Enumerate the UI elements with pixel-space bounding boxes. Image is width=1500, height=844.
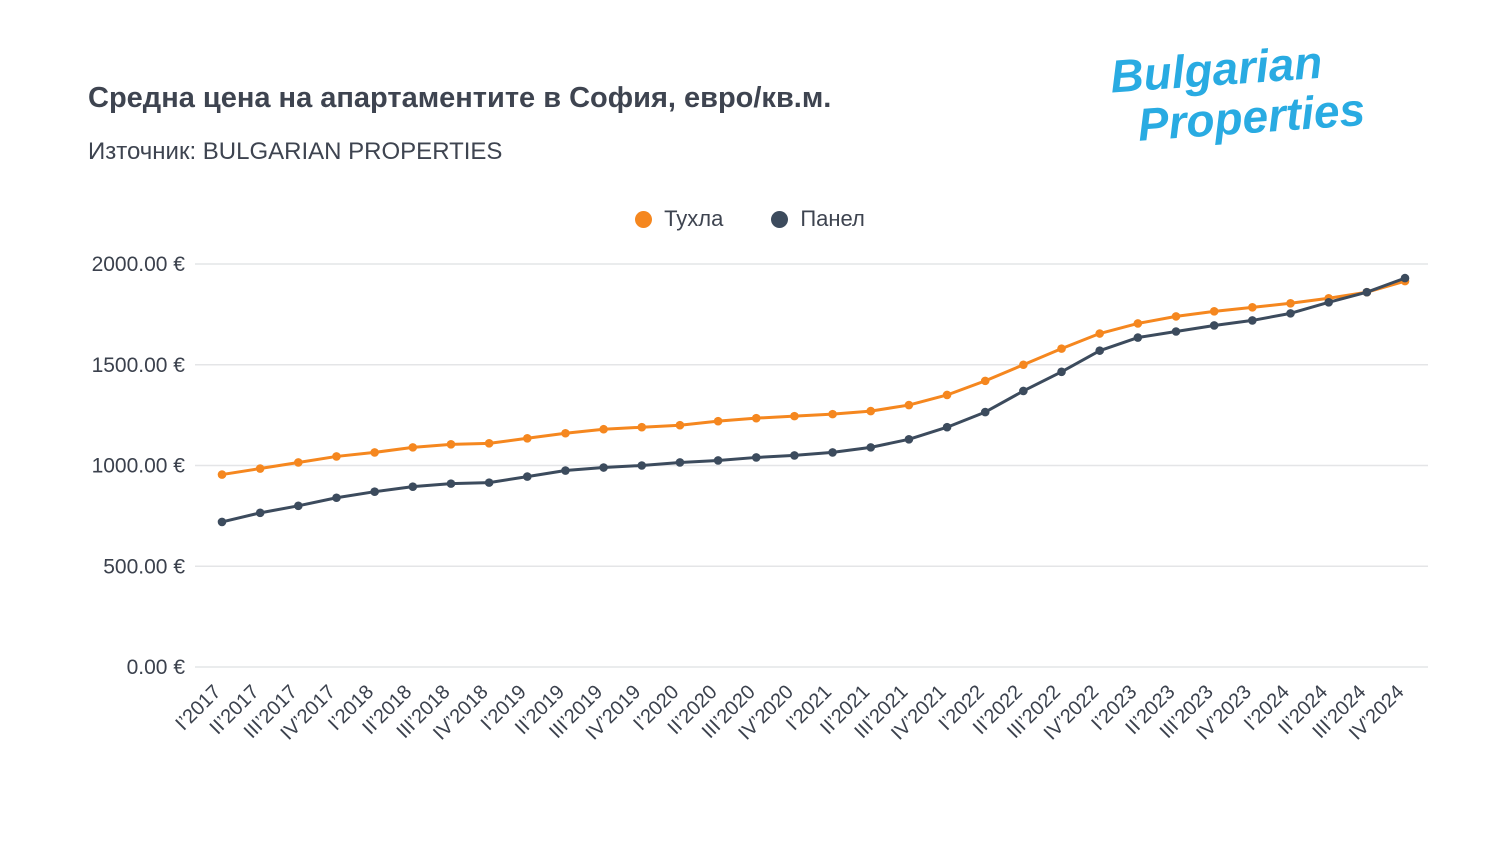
legend-dot-panel xyxy=(771,210,789,228)
data-point xyxy=(980,376,990,386)
legend-dot-tuhla xyxy=(635,210,653,228)
bulgarian-properties-logo: Bulgarian Properties xyxy=(1105,32,1370,154)
data-point xyxy=(599,463,608,472)
data-point xyxy=(1248,303,1257,312)
data-point xyxy=(370,448,379,457)
data-point xyxy=(1400,273,1410,283)
data-point xyxy=(828,448,837,457)
data-point xyxy=(1019,360,1028,370)
data-point xyxy=(484,478,494,487)
data-point xyxy=(751,413,761,423)
data-point xyxy=(637,461,647,470)
y-tick-label: 2000.00 € xyxy=(92,253,186,276)
data-point xyxy=(675,458,685,467)
legend-item-panel: Панел xyxy=(771,206,865,232)
data-point xyxy=(751,453,761,462)
data-point xyxy=(332,493,341,503)
data-point xyxy=(255,464,265,473)
series-line-Тухла xyxy=(220,279,1407,477)
y-tick-label: 0.00 € xyxy=(127,656,186,679)
series-line-Панел xyxy=(220,276,1407,524)
data-point xyxy=(1248,316,1257,325)
data-point xyxy=(828,409,837,419)
data-point xyxy=(446,440,456,449)
data-point xyxy=(1133,319,1143,328)
data-point xyxy=(980,407,990,417)
legend-label-tuhla: Тухла xyxy=(664,206,724,231)
data-point xyxy=(332,452,341,461)
data-point xyxy=(866,406,876,416)
data-point xyxy=(255,508,265,518)
data-point xyxy=(408,443,418,452)
data-point xyxy=(1209,307,1219,316)
data-point xyxy=(370,487,379,496)
data-point xyxy=(446,479,456,488)
data-point xyxy=(904,400,914,410)
legend-item-tuhla: Тухла xyxy=(635,206,723,232)
data-point xyxy=(675,420,685,430)
data-point xyxy=(637,422,647,432)
y-tick-label: 1500.00 € xyxy=(92,354,186,377)
source-label: Източник: BULGARIAN PROPERTIES xyxy=(88,138,503,165)
data-point xyxy=(790,411,799,421)
data-point xyxy=(1133,333,1143,342)
data-point xyxy=(294,458,303,467)
y-tick-label: 1000.00 € xyxy=(92,455,186,478)
data-point xyxy=(942,422,952,432)
data-point xyxy=(1209,321,1219,330)
data-point xyxy=(1171,312,1181,321)
y-tick-label: 500.00 € xyxy=(103,555,185,578)
chart-legend: Тухла Панел xyxy=(0,206,1500,232)
data-point xyxy=(522,472,532,481)
legend-label-panel: Панел xyxy=(800,206,865,231)
data-point xyxy=(1095,346,1105,355)
data-point xyxy=(1057,367,1066,377)
data-point xyxy=(484,439,494,448)
data-point xyxy=(790,451,799,460)
page-title: Средна цена на апартаментите в София, ев… xyxy=(88,82,832,114)
data-point xyxy=(522,433,532,443)
data-point xyxy=(294,501,303,511)
data-point xyxy=(1286,309,1295,318)
data-point xyxy=(217,470,227,479)
data-point xyxy=(1324,297,1333,307)
data-point xyxy=(408,482,418,491)
data-point xyxy=(561,466,570,475)
data-point xyxy=(904,435,914,444)
data-point xyxy=(1362,287,1372,297)
data-point xyxy=(599,424,608,434)
data-point xyxy=(1171,327,1181,336)
data-point xyxy=(1019,386,1028,396)
data-point xyxy=(1057,344,1066,353)
data-point xyxy=(561,428,570,438)
data-point xyxy=(866,443,876,452)
data-point xyxy=(713,456,723,465)
data-point xyxy=(1286,298,1295,308)
data-point xyxy=(217,517,227,527)
data-point xyxy=(713,416,723,426)
data-point xyxy=(942,390,952,400)
data-point xyxy=(1095,329,1105,338)
